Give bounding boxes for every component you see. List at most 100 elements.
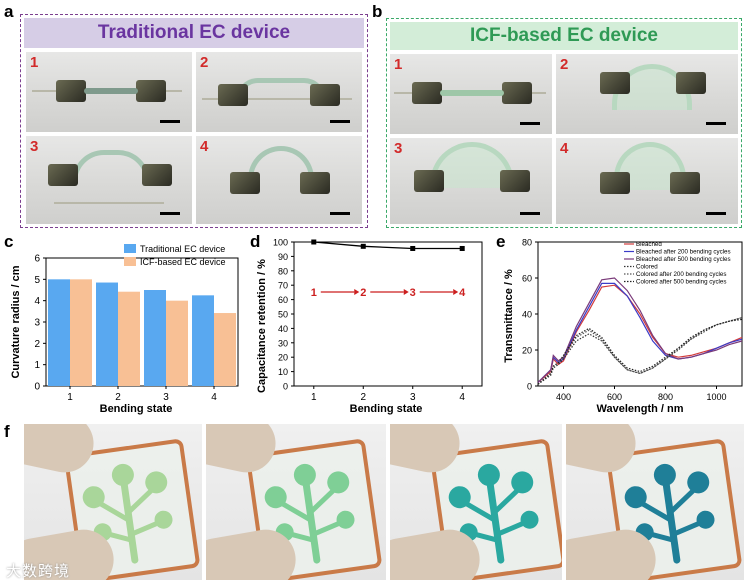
panel-label-a: a — [4, 2, 14, 21]
retention-point-3 — [410, 245, 416, 251]
plant-pattern — [624, 463, 715, 564]
legend-label: Bleached after 200 bending cycles — [636, 249, 731, 256]
panel-label-b: b — [372, 2, 383, 21]
y-tick-label: 40 — [522, 310, 532, 320]
chart-e-xlabel: Wavelength / nm — [597, 403, 684, 415]
flexible-ec-film — [429, 438, 562, 580]
panel-label-e: e — [496, 232, 506, 251]
y-tick-label: 5 — [34, 275, 40, 286]
pattern-leaf — [687, 471, 710, 494]
annotation-state: 3 — [410, 287, 416, 299]
chart-c-bars — [48, 279, 236, 386]
x-tick-label: 400 — [556, 392, 571, 402]
pattern-leaf — [653, 463, 676, 486]
y-tick-label: 60 — [522, 274, 532, 284]
bar-icf-1 — [70, 279, 92, 386]
pattern-leaf — [511, 471, 534, 494]
pattern-leaf — [448, 486, 471, 509]
y-tick-label: 0 — [527, 382, 532, 392]
chart-e-series — [537, 277, 743, 385]
chart-c-legend: Traditional EC device ICF-based EC device — [124, 244, 226, 267]
photo-traditional-1: 1 — [26, 52, 192, 132]
x-tick-label: 1 — [67, 392, 73, 403]
annotation-arrowhead — [403, 289, 409, 295]
y-tick-label: 2 — [34, 339, 40, 350]
photo-traditional-4: 4 — [196, 136, 362, 224]
ec-device-bent — [248, 146, 314, 186]
clip-right — [502, 82, 532, 104]
flexible-ec-film — [245, 438, 383, 580]
y-tick-label: 80 — [278, 266, 288, 276]
pattern-leaf — [145, 471, 168, 494]
annotation-state: 2 — [360, 287, 366, 299]
photo-number: 3 — [394, 140, 403, 157]
pattern-branch — [128, 519, 163, 537]
scale-bar — [330, 120, 350, 123]
y-tick-label: 20 — [278, 353, 288, 363]
y-tick-label: 0 — [283, 382, 288, 392]
pattern-branch — [278, 500, 314, 523]
panel-a-title: Traditional EC device — [97, 22, 291, 43]
y-tick-label: 50 — [278, 310, 288, 320]
y-tick-label: 4 — [34, 296, 40, 307]
y-tick-label: 100 — [273, 238, 288, 248]
legend-label: Colored after 200 bending cycles — [636, 271, 726, 278]
scale-bar — [706, 212, 726, 215]
y-tick-label: 0 — [34, 382, 40, 393]
pattern-leaf — [327, 471, 350, 494]
pattern-leaf — [154, 510, 173, 529]
photo-traditional-2: 2 — [196, 52, 362, 132]
clip-right — [300, 172, 330, 194]
y-tick-label: 3 — [34, 318, 40, 329]
photo-traditional-3: 3 — [26, 136, 192, 224]
legend-label: Colored after 500 bending cycles — [636, 279, 726, 286]
panel-b-frame — [386, 18, 742, 228]
bar-icf-2 — [118, 291, 140, 386]
panel-label-c: c — [4, 232, 14, 251]
clip-right — [500, 170, 530, 192]
y-tick-label: 1 — [34, 360, 40, 371]
retention-point-4 — [459, 245, 465, 251]
bar-traditional-1 — [48, 279, 70, 386]
chart-d-xlabel: Bending state — [350, 403, 423, 415]
photo-number: 2 — [560, 56, 569, 73]
bar-traditional-4 — [192, 295, 214, 386]
x-tick-label: 2 — [360, 392, 366, 403]
y-tick-label: 40 — [278, 324, 288, 334]
clip-left — [412, 82, 442, 104]
y-tick-label: 20 — [522, 346, 532, 356]
legend-swatch — [124, 257, 136, 266]
film-photo-4 — [566, 424, 744, 580]
chart-curvature-radius: 0 1 2 3 4 5 6 1 2 3 4 Traditional EC device ICF-bas… — [10, 244, 239, 415]
flexible-ec-film — [63, 438, 201, 580]
photo-number: 2 — [200, 54, 209, 71]
y-tick-label: 80 — [522, 238, 532, 248]
clip-wire — [54, 202, 164, 204]
chart-c-ylabel: Curvature radius / cm — [10, 265, 22, 378]
x-tick-label: 600 — [607, 392, 622, 402]
pattern-branch — [491, 486, 522, 516]
panel-label-f: f — [4, 422, 10, 441]
y-tick-label: 30 — [278, 338, 288, 348]
pattern-leaf — [82, 486, 105, 509]
photo-number: 1 — [394, 56, 403, 73]
chart-d-ylabel: Capacitance retention / % — [256, 259, 268, 393]
pattern-leaf — [293, 463, 316, 486]
legend-label: Bleached after 500 bending cycles — [636, 256, 731, 263]
clip-left — [414, 170, 444, 192]
flexible-ec-film — [605, 438, 743, 580]
x-tick-label: 1000 — [706, 392, 726, 402]
chart-e-axes: 0 20 40 60 80 400 600 800 1000 — [522, 238, 743, 402]
pattern-leaf — [264, 486, 287, 509]
x-tick-label: 4 — [459, 392, 465, 403]
pattern-leaf — [520, 510, 539, 529]
panel-b-title: ICF-based EC device — [470, 25, 658, 46]
x-tick-label: 3 — [410, 392, 416, 403]
clip-right — [142, 164, 172, 186]
pattern-branch — [310, 519, 345, 537]
panel-label-d: d — [250, 232, 261, 251]
photo-number: 3 — [30, 138, 39, 155]
clip-left — [56, 80, 86, 102]
